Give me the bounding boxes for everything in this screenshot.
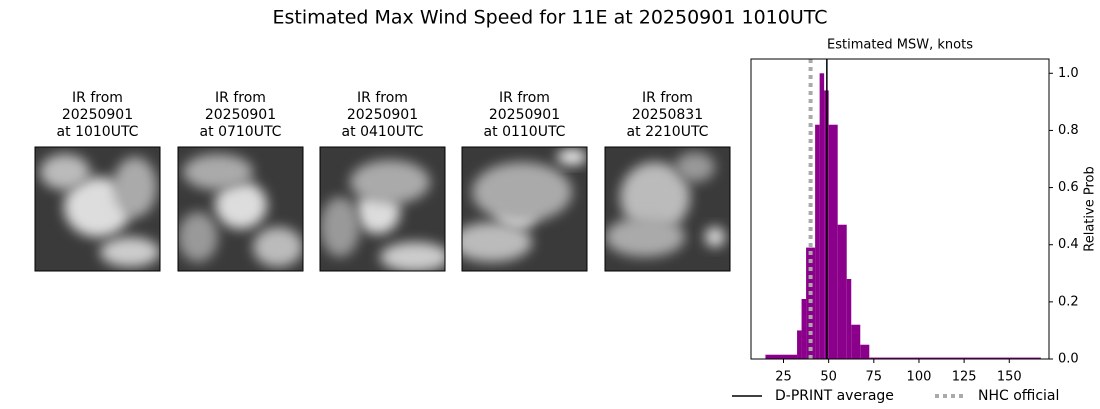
panel-caption: IR from <box>642 90 693 106</box>
legend-label: NHC official <box>978 388 1059 404</box>
histogram-bar <box>828 124 838 359</box>
cloud <box>380 242 445 271</box>
plot-frame <box>750 58 1050 360</box>
panel-caption: 20250901 <box>489 107 560 123</box>
cloud <box>100 237 160 267</box>
cloud <box>183 154 253 190</box>
panel-caption: IR from <box>357 90 408 106</box>
histogram-bar <box>797 330 802 359</box>
cloud <box>675 152 715 182</box>
cloud <box>113 157 157 217</box>
x-tick-label: 150 <box>997 370 1022 385</box>
image-frame <box>177 146 304 272</box>
x-tick-label: 50 <box>820 370 837 385</box>
panel-caption: 20250831 <box>632 107 703 123</box>
x-tick-label: 100 <box>907 370 932 385</box>
histogram-bar <box>869 357 1041 359</box>
cloud <box>620 162 690 232</box>
histogram-bar <box>846 279 852 359</box>
satellite-image <box>35 147 160 271</box>
x-tick-label: 125 <box>952 370 977 385</box>
y-tick-label: 0.4 <box>1058 237 1079 252</box>
histogram-bar <box>819 73 825 360</box>
cloud <box>215 181 267 229</box>
histogram-bar <box>851 324 861 359</box>
image-frame <box>604 146 731 272</box>
y-tick-label: 0.2 <box>1058 294 1079 309</box>
x-tick-label: 25 <box>775 370 792 385</box>
cloud <box>705 227 725 247</box>
panel-caption: at 2210UTC <box>627 124 709 140</box>
histogram-bar <box>860 344 870 359</box>
figure-title: Estimated Max Wind Speed for 11E at 2025… <box>272 7 827 29</box>
satellite-image <box>178 147 303 271</box>
histogram-bar <box>815 124 820 359</box>
panel-caption: 20250901 <box>205 107 276 123</box>
y-tick-label: 0.0 <box>1058 352 1079 367</box>
image-frame <box>34 146 161 272</box>
panel-caption: IR from <box>72 90 123 106</box>
panel-caption: at 1010UTC <box>57 124 139 140</box>
cloud <box>462 222 532 262</box>
image-frame <box>319 146 446 272</box>
cloud <box>253 227 303 267</box>
satellite-image <box>320 147 445 271</box>
cloud <box>472 162 572 222</box>
histogram-bar <box>837 224 847 359</box>
y-tick-label: 1.0 <box>1058 66 1079 81</box>
histogram-bar <box>806 247 816 359</box>
histogram-bar <box>801 299 807 359</box>
satellite-image <box>605 147 730 271</box>
cloud <box>320 197 360 257</box>
panel-caption: at 0110UTC <box>484 124 566 140</box>
x-tick-label: 75 <box>866 370 883 385</box>
cloud <box>605 217 685 257</box>
cloud <box>40 154 90 190</box>
panel-caption: 20250901 <box>62 107 133 123</box>
y-axis-label: Relative Prob <box>1083 166 1098 251</box>
y-tick-label: 0.6 <box>1058 180 1079 195</box>
legend-label: D-PRINT average <box>775 388 894 404</box>
satellite-image <box>462 147 587 271</box>
cloud <box>557 149 587 165</box>
panel-caption: 20250901 <box>347 107 418 123</box>
chart-title: Estimated MSW, knots <box>827 38 973 53</box>
panel-caption: IR from <box>215 90 266 106</box>
image-frame <box>461 146 588 272</box>
cloud <box>178 212 218 262</box>
cloud <box>350 160 430 204</box>
panel-caption: at 0410UTC <box>342 124 424 140</box>
y-tick-label: 0.8 <box>1058 123 1079 138</box>
histogram-bar <box>765 354 798 359</box>
panel-caption: at 0710UTC <box>200 124 282 140</box>
panel-caption: IR from <box>499 90 550 106</box>
